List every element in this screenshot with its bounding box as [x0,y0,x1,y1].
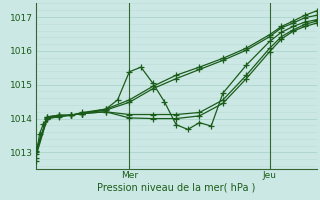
X-axis label: Pression niveau de la mer( hPa ): Pression niveau de la mer( hPa ) [97,183,255,193]
